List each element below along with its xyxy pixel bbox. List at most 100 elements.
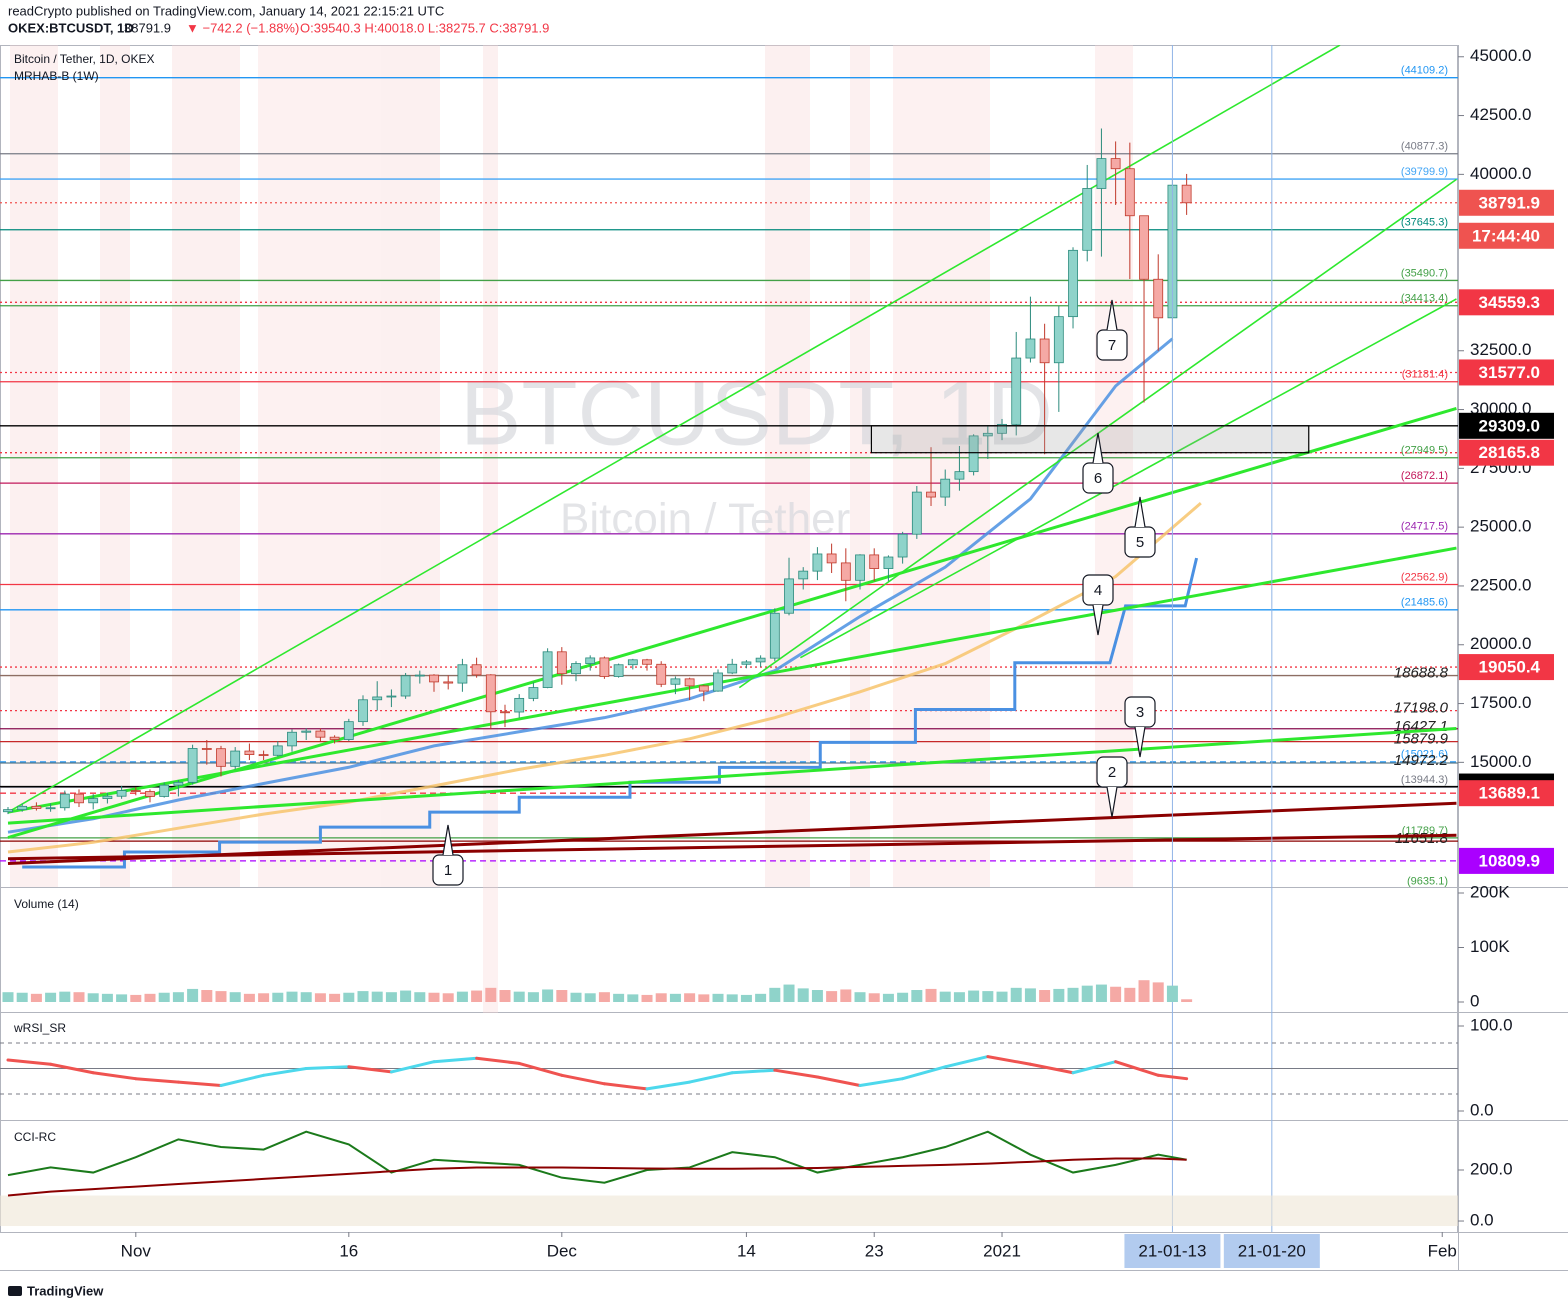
wave-pointer bbox=[1134, 496, 1146, 528]
rsi-segment bbox=[943, 1055, 990, 1069]
level-label: (34413.4) bbox=[1401, 293, 1448, 305]
volume-bar bbox=[158, 992, 170, 1003]
x-marker-badge bbox=[1223, 1234, 1320, 1268]
x-tick-label: 2021 bbox=[983, 1241, 1021, 1260]
candle-body bbox=[187, 748, 198, 783]
rsi-segment bbox=[219, 1073, 266, 1087]
wave-label: 5 bbox=[1136, 534, 1144, 551]
candle-body bbox=[840, 562, 851, 581]
rsi-segment bbox=[688, 1071, 734, 1084]
candle-body bbox=[514, 697, 525, 713]
price-badge bbox=[1459, 780, 1554, 807]
trend-line bbox=[7, 726, 1457, 825]
volume-bar bbox=[485, 987, 497, 1003]
moving-average bbox=[7, 337, 1174, 834]
candle-body bbox=[272, 745, 283, 756]
wave-label: 7 bbox=[1108, 337, 1116, 354]
candle-body bbox=[102, 795, 113, 799]
x-tick-label: 14 bbox=[737, 1241, 756, 1260]
candle-body bbox=[556, 651, 567, 675]
volume-bar bbox=[783, 984, 795, 1003]
volume-bar bbox=[740, 994, 752, 1003]
level-label: (21485.6) bbox=[1401, 597, 1448, 609]
volume-bar bbox=[911, 990, 923, 1003]
y-tick-label: 45000.0 bbox=[1470, 46, 1531, 65]
candle-body bbox=[571, 663, 581, 675]
rsi-segment bbox=[176, 1080, 223, 1087]
rsi-segment bbox=[347, 1065, 393, 1074]
volume-bar bbox=[542, 989, 554, 1003]
volume-bar bbox=[513, 991, 525, 1003]
volume-bar bbox=[286, 991, 298, 1003]
volume-bar bbox=[797, 988, 809, 1003]
trend-line bbox=[7, 833, 1457, 861]
candle-body bbox=[542, 651, 553, 688]
candle-body bbox=[1110, 158, 1121, 170]
price-badge-label: 34559.3 bbox=[1479, 293, 1540, 312]
volume-bar bbox=[201, 990, 213, 1003]
candle-body bbox=[485, 674, 496, 713]
level-label: (31181.4) bbox=[1402, 369, 1448, 381]
indicator-title: MRHAB-B (1W) bbox=[14, 69, 99, 83]
volume-bar bbox=[939, 991, 951, 1003]
volume-bar bbox=[101, 993, 113, 1003]
y-tick-label: 25000.0 bbox=[1470, 517, 1531, 536]
volume-bar bbox=[215, 991, 227, 1003]
y-tick-label: 200.0 bbox=[1470, 1159, 1513, 1178]
volume-bar bbox=[868, 993, 880, 1003]
volume-bar bbox=[698, 994, 710, 1003]
rsi-segment bbox=[560, 1073, 606, 1086]
candle-body bbox=[258, 754, 269, 756]
candle-body bbox=[940, 478, 951, 498]
volume-bar bbox=[669, 993, 681, 1003]
trend-line bbox=[7, 406, 1457, 840]
volume-bar bbox=[1081, 985, 1093, 1003]
candle-body bbox=[471, 664, 482, 676]
y-tick-label: 0.0 bbox=[1470, 1211, 1494, 1230]
volume-bar bbox=[87, 993, 99, 1003]
volume-bar bbox=[1095, 984, 1107, 1003]
volume-bar bbox=[371, 991, 383, 1003]
candle-body bbox=[287, 731, 297, 747]
candle-body bbox=[627, 659, 638, 666]
volume-bar bbox=[30, 993, 42, 1003]
price-badge-label: 13689.1 bbox=[1479, 784, 1540, 803]
candle-body bbox=[982, 432, 993, 437]
candle-body bbox=[244, 750, 255, 755]
volume-bar bbox=[1067, 987, 1079, 1003]
rsi-segment bbox=[773, 1068, 819, 1079]
volume-bar bbox=[442, 993, 454, 1003]
countdown-badge bbox=[1459, 222, 1554, 249]
countdown-label: 17:44:40 bbox=[1472, 226, 1540, 245]
volume-bar bbox=[300, 992, 312, 1003]
price-badge bbox=[1459, 847, 1554, 874]
rsi-segment bbox=[262, 1066, 308, 1077]
candle-body bbox=[386, 695, 397, 698]
x-tick-label: Feb bbox=[1428, 1241, 1457, 1260]
volume-bar bbox=[1181, 999, 1193, 1003]
volume-bar bbox=[414, 992, 426, 1003]
volume-bar bbox=[1039, 990, 1051, 1003]
volume-bar bbox=[172, 992, 184, 1003]
level-label: (44109.2) bbox=[1401, 65, 1448, 77]
wave-label: 2 bbox=[1108, 764, 1116, 781]
level-label: (39799.9) bbox=[1401, 166, 1448, 178]
x-marker-label: 21-01-13 bbox=[1138, 1241, 1206, 1260]
volume-bar bbox=[130, 994, 142, 1003]
x-tick-label: Nov bbox=[121, 1241, 152, 1260]
rsi-segment bbox=[517, 1061, 564, 1077]
rsi-segment bbox=[730, 1068, 777, 1075]
rsi-title: wRSI_SR bbox=[13, 1021, 66, 1035]
price-badge bbox=[1459, 654, 1554, 681]
candle-body bbox=[400, 675, 411, 697]
level-label: (22562.9) bbox=[1401, 571, 1448, 583]
volume-bar bbox=[641, 994, 653, 1003]
candle-body bbox=[1053, 316, 1064, 364]
candle-body bbox=[1025, 338, 1036, 359]
volume-bar bbox=[953, 992, 965, 1003]
rsi-segment bbox=[645, 1080, 692, 1091]
volume-bar bbox=[144, 993, 156, 1003]
rsi-segment bbox=[986, 1055, 1032, 1066]
volume-bar bbox=[1053, 988, 1065, 1003]
